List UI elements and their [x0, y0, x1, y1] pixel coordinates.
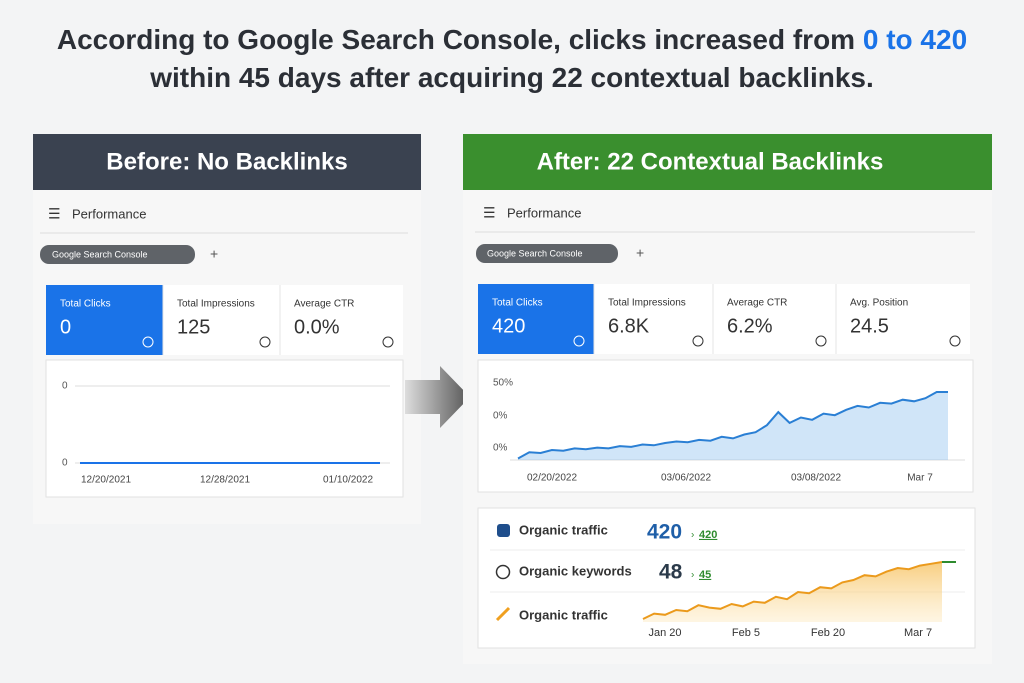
menu-text: Performance [507, 205, 581, 220]
add-button[interactable]: + [210, 246, 218, 262]
info-icon [692, 335, 704, 347]
row-value: 48 [659, 561, 683, 584]
headline-text: According to Google Search Console, clic… [56, 24, 856, 55]
row-label: Organic traffic [519, 607, 608, 622]
metric-label: Average CTR [294, 299, 354, 310]
row-label: Organic keywords [519, 563, 632, 578]
x-label: 03/08/2022 [791, 473, 841, 484]
metric-value: 0.0% [294, 316, 340, 338]
info-icon [382, 336, 394, 348]
chip-text: Google Search Console [487, 248, 583, 258]
chip[interactable] [476, 244, 618, 263]
metric-value: 420 [492, 315, 525, 337]
chart-card [45, 359, 404, 498]
metric-value: 0 [60, 316, 71, 338]
menu-text: Performance [72, 206, 146, 221]
metric-label: Total Clicks [60, 299, 111, 310]
x-label: Feb 20 [811, 627, 845, 639]
x-label: 02/20/2022 [527, 473, 577, 484]
metric-value: 24.5 [850, 315, 889, 337]
area [643, 562, 942, 622]
row-label: Organic traffic [519, 522, 608, 537]
y-label: 50% [493, 378, 513, 389]
line [517, 391, 948, 460]
y-label: 0% [493, 443, 508, 454]
info-icon [949, 335, 961, 347]
x-label: 12/28/2021 [200, 475, 250, 486]
row-value: 420 [647, 521, 682, 544]
metric-value: 6.2% [727, 315, 773, 337]
add-button[interactable]: + [636, 245, 644, 261]
x-label: Jan 20 [648, 627, 681, 639]
metric-label: Total Impressions [177, 299, 255, 310]
y-label: 0% [493, 411, 508, 422]
metric-label: Average CTR [727, 298, 787, 309]
area [518, 392, 948, 460]
banner [463, 134, 992, 190]
metric-label: Total Impressions [608, 298, 686, 309]
menu-icon: ☰ [48, 206, 61, 222]
headline-text: within 45 days after acquiring 22 contex… [150, 62, 874, 93]
headline-line: According to Google Search Console, clic… [0, 24, 1024, 56]
headline-highlight: 0 to 420 [862, 24, 968, 55]
badge-arrow: › [691, 570, 694, 581]
arrow [405, 366, 470, 428]
row-icon [495, 606, 511, 622]
x-label: 03/06/2022 [661, 473, 711, 484]
x-label: 12/20/2021 [81, 475, 131, 486]
metric-value: 125 [177, 316, 210, 338]
info-icon [815, 335, 827, 347]
badge-arrow: › [691, 530, 694, 541]
info-icon [259, 336, 271, 348]
row-badge: 420 [699, 529, 717, 541]
row-badge: 45 [699, 569, 711, 581]
x-label: 01/10/2022 [323, 475, 373, 486]
y-label: 0 [62, 458, 68, 469]
line [642, 561, 943, 620]
headline-line: within 45 days after acquiring 22 contex… [0, 62, 1024, 94]
chip[interactable] [40, 245, 195, 264]
menu-icon: ☰ [483, 205, 496, 221]
banner-text: Before: No Backlinks [106, 148, 347, 175]
metric-label: Total Clicks [492, 298, 543, 309]
info-icon [142, 336, 154, 348]
x-label: Feb 5 [732, 627, 760, 639]
banner-text: After: 22 Contextual Backlinks [537, 148, 884, 175]
info-icon [573, 335, 585, 347]
banner [33, 134, 421, 190]
row-icon [497, 524, 510, 537]
chip-text: Google Search Console [52, 249, 148, 259]
row-icon [495, 564, 511, 580]
x-label: Mar 7 [904, 627, 932, 639]
y-label: 0 [62, 381, 68, 392]
metric-label: Avg. Position [850, 298, 908, 309]
chart-card [477, 359, 974, 493]
x-label: Mar 7 [907, 473, 933, 484]
metric-value: 6.8K [608, 315, 650, 337]
